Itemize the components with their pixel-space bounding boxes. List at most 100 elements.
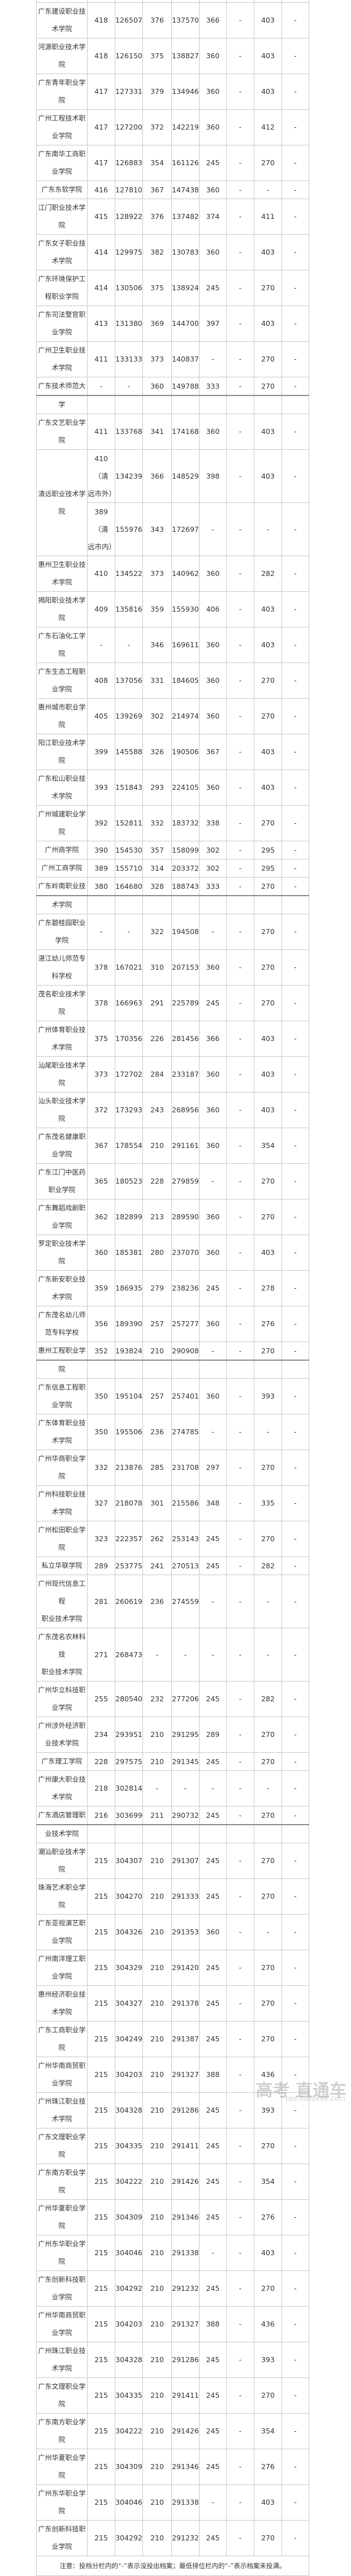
school-name-cell: 广州城建职业学 院	[36, 805, 88, 841]
score-cell: 409	[87, 591, 115, 627]
score-cell: 360	[199, 1914, 227, 1950]
score-cell: -	[226, 1056, 254, 1093]
score-cell: 270	[254, 1752, 282, 1771]
score-cell: 389	[87, 859, 115, 878]
score-cell: 290732	[171, 1806, 200, 1825]
score-cell: 183732	[171, 805, 200, 841]
score-cell: -	[254, 502, 282, 556]
score-cell: -	[281, 663, 309, 699]
score-cell: -	[226, 2484, 254, 2521]
table-row: 广东工商职业学 院 215 304249 210 291387 245-270-	[36, 2021, 309, 2057]
table-row: 广东石油化工学 院 - -346 169611 360-403-	[36, 627, 309, 663]
score-cell: -	[226, 627, 254, 663]
table-row: 广州商学院 390 154530 357 158099 302-295-	[36, 841, 309, 859]
score-cell: 270	[254, 1878, 282, 1915]
score-cell: 304270	[115, 1878, 143, 1915]
score-cell: 210	[142, 2306, 172, 2342]
score-cell: -	[281, 1521, 309, 1557]
score-cell: -	[281, 591, 309, 627]
table-row: 广东生态工程职 业学院 408 137056 331 184605 360-270-	[36, 663, 309, 699]
school-name-cell: 广州商学院	[36, 841, 88, 859]
score-cell: 403	[254, 2484, 282, 2521]
score-cell: 210	[142, 1843, 172, 1879]
school-name-cell: 广州华南商贸职 业学院	[36, 2306, 88, 2342]
score-cell: -	[281, 805, 309, 841]
score-cell: 270	[254, 1806, 282, 1825]
score-cell: -	[281, 698, 309, 734]
score-cell: 270	[254, 2021, 282, 2057]
score-cell: -	[281, 1341, 309, 1361]
score-cell: 137570	[171, 2, 200, 38]
score-cell: 126150	[115, 38, 143, 74]
score-cell: 148529	[171, 449, 200, 503]
score-cell: -	[281, 414, 309, 450]
score-cell: 331	[142, 663, 172, 699]
score-cell: 291353	[171, 1914, 200, 1950]
school-name-cell: 广东环境保护工 程职业学院	[36, 270, 88, 306]
score-cell: 413	[87, 306, 115, 342]
score-cell: -	[281, 1199, 309, 1235]
score-cell: -	[226, 377, 254, 396]
score-cell: 155976	[115, 502, 143, 556]
school-name-cell: 广东技术师范大	[36, 377, 88, 396]
score-cell: -	[281, 734, 309, 770]
score-cell: 304046	[115, 2484, 143, 2521]
score-cell: 210	[142, 1128, 172, 1164]
school-name-cell: 惠州卫生职业技 术学院	[36, 556, 88, 592]
score-cell: -	[226, 180, 254, 199]
score-cell: 210	[142, 2484, 172, 2521]
table-row: 湛江幼儿师范专 科学校 378 167021 310 207153 360-270-	[36, 949, 309, 986]
score-cell: 360	[199, 180, 227, 199]
score-cell: 245	[199, 2021, 227, 2057]
score-cell: -	[199, 341, 227, 377]
score-cell	[226, 1824, 254, 1843]
score-cell	[199, 895, 227, 914]
table-row: 惠州工程职业学 352 193824 210 290908- -270-	[36, 1341, 309, 1361]
score-cell: -	[281, 949, 309, 986]
score-cell: 214974	[171, 698, 200, 734]
school-name-cell: 广东体育职业技 术学院	[36, 1414, 88, 1450]
score-cell: 133133	[115, 341, 143, 377]
score-cell: 304309	[115, 2449, 143, 2485]
score-cell: 134522	[115, 556, 143, 592]
score-cell: -	[199, 1575, 227, 1628]
score-cell: 359	[87, 1270, 115, 1306]
score-cell: 270	[254, 985, 282, 1021]
score-cell: 304326	[115, 1914, 143, 1950]
score-cell: 151843	[115, 769, 143, 806]
score-cell: 279	[142, 1270, 172, 1306]
table-row: 惠州卫生职业技 术学院 410 134522 373 140962 360-282-	[36, 556, 309, 592]
school-name-cell: 广州体育职业技 术学院	[36, 1021, 88, 1057]
score-cell: 360	[199, 1056, 227, 1093]
score-cell: 135816	[115, 591, 143, 627]
score-cell: 354	[254, 2164, 282, 2200]
school-name-cell: 广东南华工商职 业学院	[36, 145, 88, 181]
score-cell: -	[226, 859, 254, 878]
score-cell: 372	[87, 1092, 115, 1128]
score-cell: 257401	[171, 1378, 200, 1414]
score-cell: 236	[142, 1575, 172, 1628]
score-cell: 215586	[171, 1485, 200, 1521]
score-cell: 304292	[115, 2520, 143, 2556]
admission-score-table: 广东建设职业技 术学院 418 126507 376 137570 366-403- 河源职…	[36, 0, 309, 2576]
school-name-cell: 河源职业技术学 院	[36, 38, 88, 74]
score-cell: 289590	[171, 1199, 200, 1235]
table-row: 广东建设职业技 术学院 418 126507 376 137570 366-403-	[36, 2, 309, 38]
score-cell: 138827	[171, 38, 200, 74]
school-name-cell: 广东建设职业技 术学院	[36, 2, 88, 38]
score-cell	[115, 895, 143, 914]
score-cell: 170356	[115, 1021, 143, 1057]
score-cell: -	[281, 2342, 309, 2378]
score-cell: 393	[254, 2092, 282, 2128]
score-cell: 172697	[171, 502, 200, 556]
school-name-cell: 广东创新科技职 业学院	[36, 2270, 88, 2307]
score-cell: 255	[87, 1681, 115, 1717]
score-cell: 304329	[115, 1950, 143, 1986]
school-name-cell: 广州现代信息工 程 职业技术学院	[36, 1575, 88, 1628]
table-row: 私立华联学院 289 253775 241 270513 245-282-	[36, 1556, 309, 1575]
score-cell: 210	[142, 2164, 172, 2200]
score-cell: 302	[199, 841, 227, 859]
table-row: 广东南华工商职 业学院 417 126883 354 161126 245-270-	[36, 145, 309, 181]
score-cell: -	[87, 627, 115, 663]
score-cell: 210	[142, 1985, 172, 2022]
